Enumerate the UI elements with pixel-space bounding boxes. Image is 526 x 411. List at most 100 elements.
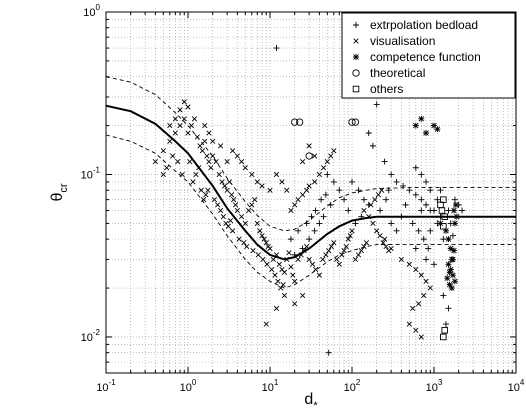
- data-point: [331, 148, 337, 154]
- data-point: [278, 285, 284, 291]
- data-point: [257, 228, 263, 234]
- x-tick-label: 103: [426, 378, 443, 394]
- data-point: [261, 236, 267, 242]
- legend-marker: [353, 38, 359, 44]
- data-point: [230, 197, 237, 203]
- y-tick-label: 10-1: [81, 165, 101, 181]
- data-point: [409, 220, 416, 227]
- legend-marker: [352, 85, 360, 93]
- data-point: [318, 196, 325, 203]
- data-point: [431, 122, 437, 129]
- data-point: [225, 223, 231, 229]
- data-point: [372, 197, 378, 203]
- y-tick-label: 10-2: [81, 328, 101, 344]
- data-point: [191, 116, 198, 122]
- series-group: [152, 99, 433, 340]
- data-point: [441, 326, 448, 334]
- data-point: [320, 165, 327, 171]
- data-point: [325, 349, 332, 356]
- series-group: [105, 76, 516, 232]
- data-point: [341, 247, 347, 254]
- data-point: [388, 171, 395, 178]
- data-point: [323, 252, 329, 258]
- data-point: [320, 213, 327, 220]
- y-tick-label: 100: [83, 3, 100, 19]
- data-point: [263, 321, 269, 327]
- data-point: [320, 256, 326, 263]
- data-point: [447, 245, 454, 252]
- legend-item: extrpolation bedload: [353, 18, 478, 32]
- data-point: [402, 201, 409, 208]
- data-point: [412, 245, 419, 252]
- data-point: [284, 187, 290, 193]
- data-point: [164, 165, 170, 171]
- envelope-curve: [105, 134, 516, 289]
- data-point: [316, 220, 323, 227]
- data-point: [170, 153, 176, 159]
- data-point: [355, 187, 362, 194]
- data-point: [259, 233, 265, 239]
- data-point: [330, 178, 337, 185]
- data-point: [446, 269, 453, 276]
- data-point: [188, 122, 195, 129]
- data-point: [406, 187, 413, 194]
- data-point: [204, 153, 210, 159]
- x-tick-label: 101: [262, 378, 279, 394]
- data-point: [295, 227, 302, 234]
- envelope-curve: [105, 76, 516, 232]
- data-point: [363, 240, 370, 246]
- legend-marker: [353, 22, 359, 28]
- data-point: [267, 245, 273, 252]
- data-point: [434, 126, 441, 133]
- data-point: [292, 301, 298, 307]
- data-point: [413, 327, 419, 333]
- data-point: [220, 214, 226, 220]
- data-point: [377, 207, 384, 214]
- series-group: [291, 118, 360, 160]
- data-point: [255, 252, 261, 258]
- data-point: [311, 153, 318, 159]
- data-point: [202, 138, 208, 144]
- data-point: [292, 202, 298, 208]
- data-point: [375, 192, 382, 198]
- data-point: [450, 207, 457, 214]
- data-point: [336, 187, 343, 194]
- data-point: [445, 305, 452, 312]
- data-point: [418, 272, 424, 278]
- data-point: [269, 266, 275, 273]
- data-point: [425, 245, 432, 252]
- data-point: [160, 148, 166, 154]
- data-point: [398, 256, 404, 263]
- data-point: [345, 236, 351, 242]
- data-point: [224, 187, 230, 193]
- grid: [105, 12, 516, 374]
- data-point: [303, 220, 310, 227]
- data-point: [292, 278, 298, 284]
- legend-items: extrpolation bedload visualisation compete…: [352, 18, 481, 96]
- data-point: [167, 122, 173, 129]
- data-point: [427, 285, 433, 291]
- data-point: [437, 201, 444, 209]
- x-tick-label: 102: [344, 378, 361, 394]
- data-point: [250, 247, 256, 254]
- data-point: [272, 272, 278, 278]
- legend-marker: [352, 69, 360, 77]
- data-point: [280, 281, 286, 288]
- data-point: [393, 178, 400, 185]
- data-point: [273, 171, 280, 178]
- data-point: [281, 292, 288, 299]
- data-point: [410, 305, 416, 311]
- data-point: [238, 158, 245, 165]
- data-point: [205, 187, 211, 193]
- ticks: 10-1 100 101 102 103 104 10-2 10-1 100: [81, 3, 525, 394]
- data-point: [249, 202, 255, 208]
- data-point: [368, 202, 374, 208]
- data-point: [451, 220, 458, 227]
- data-point: [440, 333, 447, 341]
- data-point: [347, 233, 353, 239]
- data-point: [215, 202, 221, 208]
- data-point: [437, 187, 444, 194]
- data-point: [276, 261, 282, 267]
- data-point: [229, 148, 236, 154]
